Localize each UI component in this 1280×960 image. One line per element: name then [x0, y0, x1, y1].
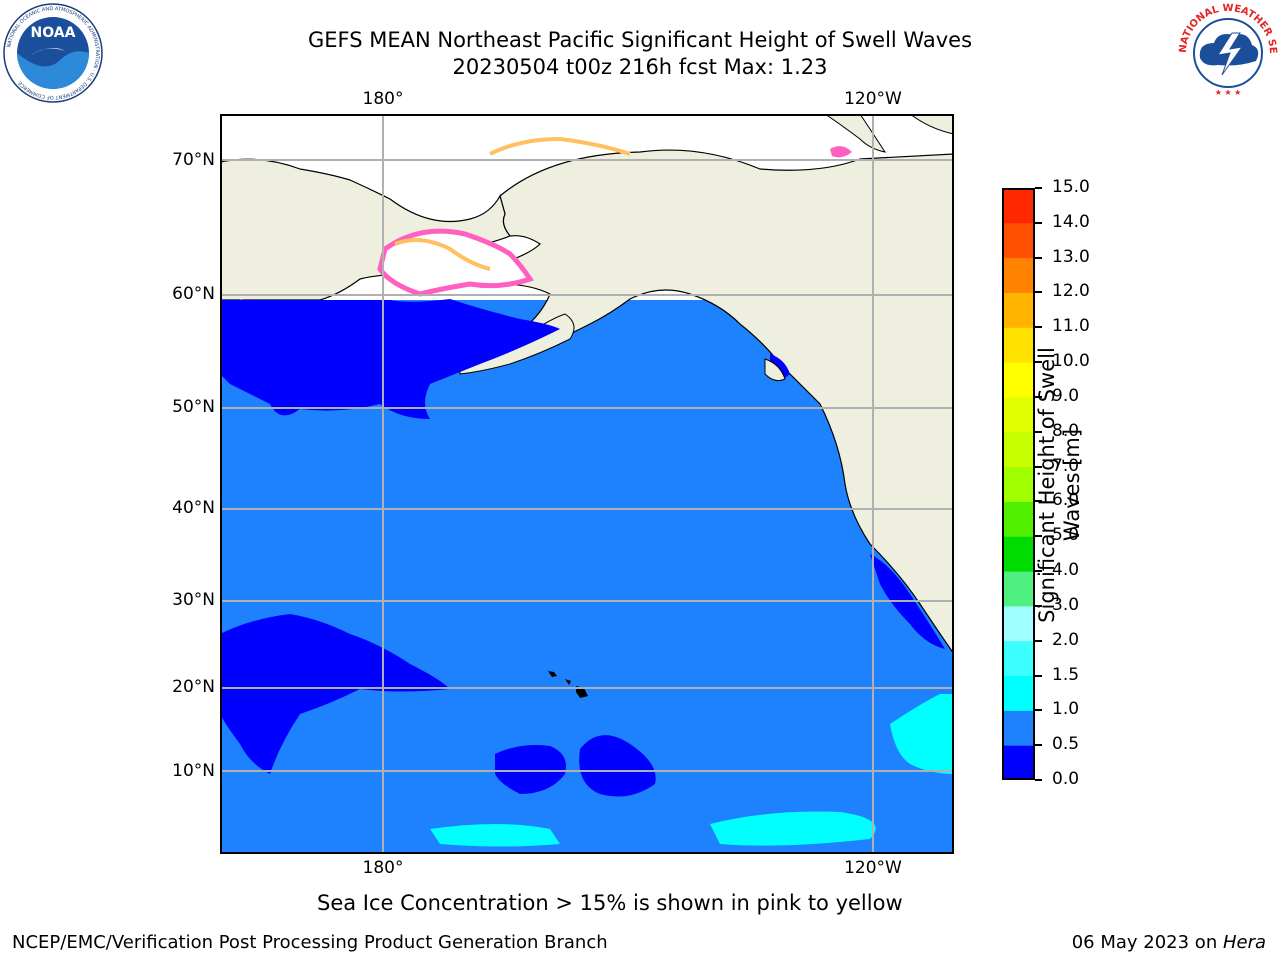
map-frame — [220, 114, 954, 854]
colorbar-tick-label: 1.0 — [1052, 699, 1080, 720]
low-swell-south-1 — [495, 745, 566, 794]
colorbar-segment — [1002, 431, 1035, 468]
colorbar-segment — [1002, 292, 1035, 328]
lat-label: 70°N — [172, 150, 215, 170]
footer-date-text: 06 May 2023 on — [1071, 932, 1223, 953]
colorbar-tick-label: 2.0 — [1052, 629, 1080, 650]
low-swell-south-2 — [579, 735, 656, 797]
low-swell-west — [220, 614, 450, 774]
colorbar-segment — [1002, 605, 1035, 642]
colorbar-tick — [1035, 465, 1042, 468]
low-swell-north — [220, 299, 560, 419]
colorbar-segment — [1002, 501, 1035, 537]
colorbar-tick — [1035, 500, 1042, 503]
colorbar-tick — [1035, 395, 1042, 398]
colorbar-tick-label: 10.0 — [1052, 351, 1090, 372]
colorbar-tick — [1035, 674, 1042, 677]
colorbar-segment — [1002, 327, 1035, 363]
map-canvas — [219, 113, 955, 854]
colorbar-tick — [1035, 744, 1042, 747]
lat-label: 50°N — [172, 397, 215, 417]
colorbar-tick-label: 9.0 — [1052, 385, 1080, 406]
colorbar-tick-label: 3.0 — [1052, 594, 1080, 615]
colorbar-segment — [1002, 362, 1035, 398]
colorbar-segment — [1002, 710, 1035, 746]
colorbar-tick-label: 11.0 — [1052, 316, 1090, 337]
colorbar-tick — [1035, 639, 1042, 642]
mid-swell-east — [890, 694, 954, 774]
colorbar-tick — [1035, 570, 1042, 573]
colorbar-tick-label: 12.0 — [1052, 281, 1090, 302]
colorbar-tick-label: 14.0 — [1052, 211, 1090, 232]
lon-label-top: 180° — [362, 89, 404, 109]
colorbar-tick-label: 13.0 — [1052, 246, 1090, 267]
lon-label-bottom: 180° — [362, 858, 404, 878]
colorbar-tick — [1035, 604, 1042, 607]
colorbar-tick-label: 0.5 — [1052, 734, 1080, 755]
lon-label-bottom: 120°W — [844, 858, 902, 878]
lat-label: 30°N — [172, 590, 215, 610]
colorbar-tick — [1035, 291, 1042, 294]
colorbar-segment — [1002, 257, 1035, 293]
colorbar-tick-label: 7.0 — [1052, 455, 1080, 476]
colorbar-tick — [1035, 709, 1042, 712]
colorbar-tick — [1035, 221, 1042, 224]
colorbar-tick-label: 15.0 — [1052, 177, 1090, 197]
colorbar-segment — [1002, 640, 1035, 677]
hawaii-islands — [548, 671, 588, 698]
colorbar-segment — [1002, 571, 1035, 607]
lat-label: 20°N — [172, 677, 215, 697]
colorbar-segment — [1002, 536, 1035, 572]
colorbar-segment — [1002, 466, 1035, 502]
colorbar-segment — [1002, 222, 1035, 259]
footer-machine: Hera — [1222, 932, 1266, 953]
lat-label: 40°N — [172, 498, 215, 518]
colorbar-tick — [1035, 535, 1042, 538]
map-subtitle: 20230504 t00z 216h fcst Max: 1.23 — [452, 55, 828, 79]
colorbar-tick-label: 8.0 — [1052, 420, 1080, 441]
colorbar-tick-label: 4.0 — [1052, 560, 1080, 581]
colorbar-segment — [1002, 188, 1035, 224]
colorbar-segment — [1002, 396, 1035, 433]
noaa-logo: NOAA NATIONAL OCEANIC AND ATMOSPHERIC AD… — [3, 3, 103, 103]
colorbar-tick — [1035, 361, 1042, 364]
footer-date: 06 May 2023 on Hera — [1072, 932, 1266, 953]
colorbar-tick — [1035, 256, 1042, 259]
colorbar-segment — [1002, 675, 1035, 711]
colorbar-tick — [1035, 779, 1042, 781]
svg-text:★ ★ ★: ★ ★ ★ — [1215, 88, 1242, 97]
map-panel — [219, 113, 955, 854]
nws-logo: NATIONAL WEATHER SERVICE ★ ★ ★ — [1174, 0, 1278, 103]
colorbar-tick-label: 6.0 — [1052, 490, 1080, 511]
mid-swell-south-2 — [710, 811, 876, 846]
colorbar-tick — [1035, 187, 1042, 189]
sea-ice-bering — [377, 228, 534, 297]
sea-ice-note: Sea Ice Concentration > 15% is shown in … — [317, 891, 903, 915]
colorbar-tick-label: 5.0 — [1052, 525, 1080, 546]
noaa-logo-text: NOAA — [31, 25, 76, 41]
graticule — [220, 114, 954, 854]
lat-label: 60°N — [172, 284, 215, 304]
colorbar-tick — [1035, 326, 1042, 329]
colorbar-frame — [1002, 188, 1035, 780]
map-title: GEFS MEAN Northeast Pacific Significant … — [307, 28, 973, 52]
colorbar-tick — [1035, 430, 1042, 433]
colorbar-tick-label: 1.5 — [1052, 664, 1080, 685]
lat-label: 10°N — [172, 761, 215, 781]
colorbar-segment — [1002, 745, 1035, 781]
mid-swell-south-1 — [430, 824, 560, 847]
footer-branch: NCEP/EMC/Verification Post Processing Pr… — [12, 932, 608, 953]
colorbar-title: Significant Height of Swell Waves [m] — [1035, 347, 1084, 623]
colorbar — [1002, 188, 1035, 781]
colorbar-tick-label: 0.0 — [1052, 769, 1080, 789]
lon-label-top: 120°W — [844, 89, 902, 109]
sea-ice-chukchi — [489, 136, 631, 156]
